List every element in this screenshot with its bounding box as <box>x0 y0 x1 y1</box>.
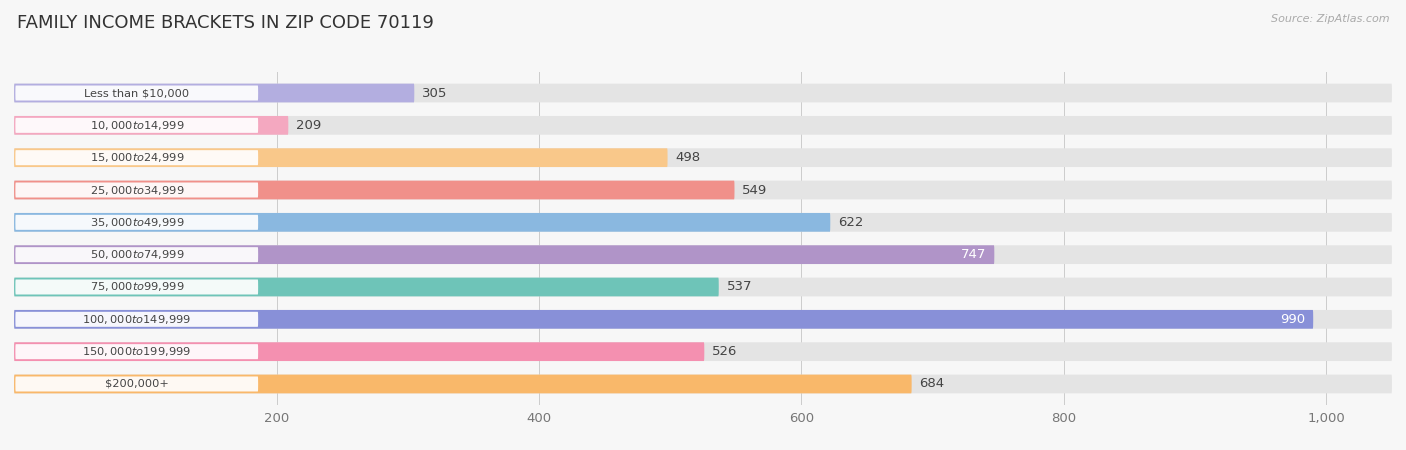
FancyBboxPatch shape <box>14 148 668 167</box>
Text: FAMILY INCOME BRACKETS IN ZIP CODE 70119: FAMILY INCOME BRACKETS IN ZIP CODE 70119 <box>17 14 433 32</box>
Text: Less than $10,000: Less than $10,000 <box>84 88 190 98</box>
FancyBboxPatch shape <box>14 116 288 135</box>
Text: $35,000 to $49,999: $35,000 to $49,999 <box>90 216 184 229</box>
FancyBboxPatch shape <box>14 84 1392 103</box>
Text: Source: ZipAtlas.com: Source: ZipAtlas.com <box>1271 14 1389 23</box>
Text: $15,000 to $24,999: $15,000 to $24,999 <box>90 151 184 164</box>
Text: 684: 684 <box>920 378 945 391</box>
FancyBboxPatch shape <box>14 310 1313 328</box>
Text: 990: 990 <box>1281 313 1305 326</box>
FancyBboxPatch shape <box>15 183 259 198</box>
FancyBboxPatch shape <box>15 247 259 262</box>
FancyBboxPatch shape <box>14 278 1392 297</box>
Text: $50,000 to $74,999: $50,000 to $74,999 <box>90 248 184 261</box>
FancyBboxPatch shape <box>14 116 1392 135</box>
FancyBboxPatch shape <box>14 342 704 361</box>
FancyBboxPatch shape <box>15 215 259 230</box>
Text: 622: 622 <box>838 216 863 229</box>
FancyBboxPatch shape <box>14 213 1392 232</box>
FancyBboxPatch shape <box>15 377 259 392</box>
FancyBboxPatch shape <box>15 279 259 294</box>
FancyBboxPatch shape <box>14 310 1392 328</box>
FancyBboxPatch shape <box>15 118 259 133</box>
Text: $150,000 to $199,999: $150,000 to $199,999 <box>83 345 191 358</box>
FancyBboxPatch shape <box>14 213 831 232</box>
Text: 305: 305 <box>422 86 447 99</box>
Text: $100,000 to $149,999: $100,000 to $149,999 <box>83 313 191 326</box>
Text: $10,000 to $14,999: $10,000 to $14,999 <box>90 119 184 132</box>
Text: 209: 209 <box>297 119 322 132</box>
FancyBboxPatch shape <box>15 312 259 327</box>
FancyBboxPatch shape <box>14 84 415 103</box>
Text: 498: 498 <box>675 151 700 164</box>
Text: $25,000 to $34,999: $25,000 to $34,999 <box>90 184 184 197</box>
FancyBboxPatch shape <box>14 342 1392 361</box>
Text: 537: 537 <box>727 280 752 293</box>
Text: 747: 747 <box>962 248 987 261</box>
FancyBboxPatch shape <box>15 150 259 165</box>
FancyBboxPatch shape <box>14 278 718 297</box>
Text: $200,000+: $200,000+ <box>105 379 169 389</box>
FancyBboxPatch shape <box>14 374 911 393</box>
Text: 526: 526 <box>713 345 738 358</box>
FancyBboxPatch shape <box>14 180 734 199</box>
FancyBboxPatch shape <box>14 148 1392 167</box>
Text: $75,000 to $99,999: $75,000 to $99,999 <box>90 280 184 293</box>
FancyBboxPatch shape <box>15 344 259 359</box>
FancyBboxPatch shape <box>14 245 1392 264</box>
FancyBboxPatch shape <box>14 374 1392 393</box>
FancyBboxPatch shape <box>14 245 994 264</box>
Text: 549: 549 <box>742 184 768 197</box>
FancyBboxPatch shape <box>14 180 1392 199</box>
FancyBboxPatch shape <box>15 86 259 100</box>
